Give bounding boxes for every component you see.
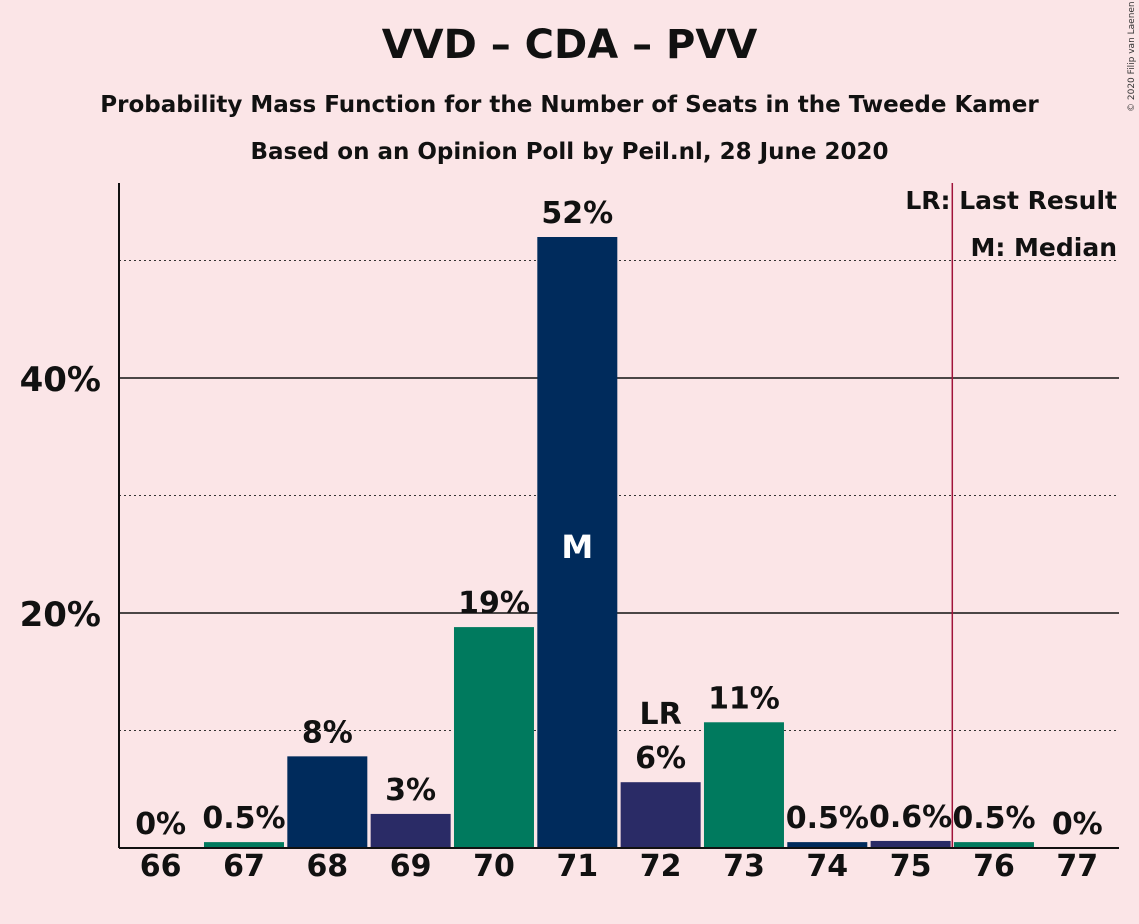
legend-entry: M: Median	[970, 233, 1117, 262]
y-tick-label: 40%	[20, 360, 101, 400]
x-tick-label: 74	[806, 849, 848, 884]
value-label: 8%	[302, 715, 353, 750]
x-tick-label: 72	[640, 849, 682, 884]
bar-seat-70	[453, 627, 534, 848]
x-tick-label: 73	[723, 849, 765, 884]
chart-subtitle-poll-source: Based on an Opinion Poll by Peil.nl, 28 …	[250, 139, 889, 165]
gridlines	[119, 260, 1119, 731]
x-tick-label: 77	[1056, 849, 1098, 884]
bar-seat-76	[953, 842, 1034, 848]
x-tick-label: 76	[973, 849, 1015, 884]
value-label: 0.5%	[786, 801, 869, 836]
median-marker: M	[561, 528, 593, 566]
bar-seat-75	[870, 840, 951, 848]
x-tick-label: 67	[223, 849, 265, 884]
axes: 20% 40% 66 67 68 69 70 71 72 73 74 75 76 77	[20, 183, 1119, 884]
value-label: 52%	[541, 196, 613, 231]
bar-seat-74	[787, 842, 868, 848]
value-label: 0.5%	[952, 801, 1035, 836]
bar-seat-69	[370, 813, 451, 848]
last-result-marker: LR	[640, 697, 682, 732]
x-tick-label: 70	[473, 849, 515, 884]
value-label: 0%	[135, 807, 186, 842]
y-tick-label: 20%	[20, 595, 101, 635]
x-tick-label: 68	[306, 849, 348, 884]
legend-entry: LR: Last Result	[905, 186, 1117, 215]
x-tick-label: 69	[390, 849, 432, 884]
bar-seat-68	[287, 756, 368, 848]
value-label: 0.6%	[869, 800, 952, 835]
value-label: 3%	[385, 773, 436, 808]
bar-seat-71	[537, 237, 618, 848]
bar-seat-72	[620, 782, 701, 848]
labels: 0% 0.5%8%3%19%52%6%11%0.5% 0.6% 0.5% 0%MLRLR…	[135, 186, 1117, 842]
value-label: 6%	[635, 741, 686, 776]
chart-subtitle-poll-type: Probability Mass Function for the Number…	[100, 92, 1039, 118]
chart-title: VVD – CDA – PVV	[381, 22, 758, 68]
bars	[203, 237, 1034, 848]
x-tick-label: 66	[140, 849, 182, 884]
value-label: 0%	[1052, 807, 1103, 842]
x-tick-label: 71	[556, 849, 598, 884]
value-label: 19%	[458, 586, 530, 621]
value-label: 0.5%	[202, 801, 285, 836]
x-tick-label: 75	[890, 849, 932, 884]
value-label: 11%	[708, 681, 780, 716]
bar-seat-73	[703, 722, 784, 848]
bar-seat-67	[203, 842, 284, 848]
